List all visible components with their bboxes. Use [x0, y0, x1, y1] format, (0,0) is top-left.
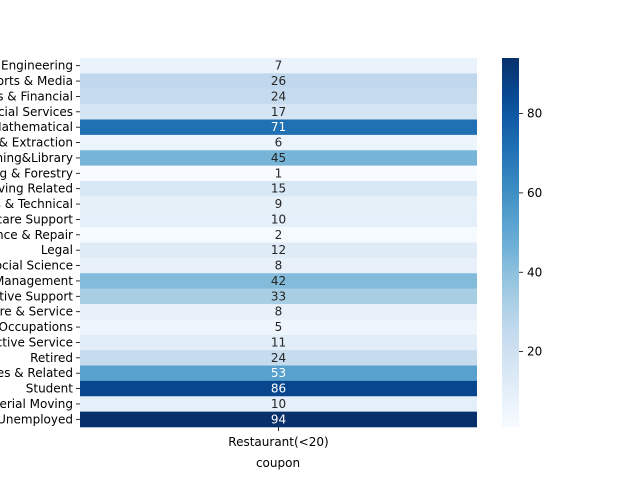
cell-value-label: 6 [275, 136, 283, 150]
y-tick-label: Business & Financial [0, 89, 73, 103]
heatmap-cell [80, 73, 477, 90]
heatmap-cell [80, 257, 477, 274]
heatmap-cell [80, 181, 477, 197]
y-tick-label: Production Occupations [0, 320, 73, 334]
cell-value-label: 11 [271, 335, 286, 349]
cell-value-label: 15 [271, 182, 286, 196]
y-tick-label: Life Physical Social Science [0, 259, 73, 273]
y-tick-label: Construction & Extraction [0, 136, 73, 150]
heatmap-cell [80, 304, 477, 320]
cell-value-label: 26 [271, 74, 286, 88]
y-tick-label: Protective Service [0, 335, 73, 349]
y-tick-label: Healthcare Support [0, 212, 73, 226]
y-tick-label: Sales & Related [0, 366, 73, 380]
colorbar: 20 40 60 80 [502, 58, 542, 427]
y-tick-label: Education&Training&Library [0, 151, 73, 165]
heatmap-cell [80, 396, 477, 412]
y-tick-label: Personal Care & Service [0, 305, 73, 319]
cell-value-label: 42 [271, 274, 286, 288]
heatmap-cell [80, 273, 477, 289]
heatmap-cell [80, 211, 477, 228]
y-tick-label: Student [26, 382, 74, 396]
cell-value-label: 1 [275, 166, 283, 180]
heatmap-cell [80, 288, 477, 305]
cell-value-label: 71 [271, 120, 286, 134]
heatmap-cell [80, 227, 477, 243]
y-tick-label: Farming Fishing & Forestry [0, 166, 73, 180]
cell-value-label: 17 [271, 105, 286, 119]
heatmap-cell [80, 380, 477, 397]
y-tick-label: Office & Administrative Support [0, 289, 73, 303]
y-tick-label: Retired [30, 351, 73, 365]
cell-value-label: 8 [275, 305, 283, 319]
colorbar-gradient [502, 58, 519, 427]
cell-value-label: 2 [275, 228, 283, 242]
heatmap-cell [80, 365, 477, 382]
y-tick-label: Community & Social Services [0, 105, 73, 119]
heatmap-cell [80, 58, 477, 74]
heatmap-cell [80, 242, 477, 259]
heatmap-cell [80, 134, 477, 151]
heatmap-cell [80, 334, 477, 351]
y-tick-label: Installation Maintenance & Repair [0, 228, 73, 242]
heatmap-cell [80, 411, 477, 428]
cell-value-label: 33 [271, 289, 286, 303]
heatmap-cell [80, 165, 477, 182]
colorbar-tick-label: 20 [527, 345, 542, 359]
y-axis-ticks: Architecture & EngineeringArts Design En… [0, 59, 80, 426]
heatmap-cell [80, 319, 477, 336]
y-tick-label: Arts Design Entertainment Sports & Media [0, 74, 73, 88]
y-tick-label: Computer & Mathematical [0, 120, 73, 134]
cell-value-label: 7 [275, 59, 283, 73]
heatmap-cell [80, 119, 477, 136]
heatmap-cells [80, 58, 477, 428]
cell-value-label: 94 [271, 412, 286, 426]
y-tick-label: Architecture & Engineering [0, 59, 73, 73]
colorbar-tick-label: 60 [527, 186, 542, 200]
y-tick-label: Unemployed [0, 412, 73, 426]
x-axis-label: coupon [256, 456, 300, 470]
cell-value-label: 86 [271, 382, 286, 396]
cell-value-label: 10 [271, 212, 286, 226]
cell-value-label: 5 [275, 320, 283, 334]
y-tick-label: Management [0, 274, 73, 288]
y-tick-label: Food Preparation & Serving Related [0, 182, 73, 196]
heatmap-cell [80, 196, 477, 213]
heatmap-cell [80, 150, 477, 166]
heatmap-cell [80, 104, 477, 120]
colorbar-tick-label: 80 [527, 107, 542, 121]
heatmap-cell [80, 350, 477, 366]
cell-value-label: 45 [271, 151, 286, 165]
cell-value-label: 24 [271, 89, 286, 103]
cell-value-label: 53 [271, 366, 286, 380]
cell-value-label: 24 [271, 351, 286, 365]
cell-value-label: 8 [275, 259, 283, 273]
x-tick-label: Restaurant(<20) [228, 435, 328, 449]
heatmap-cell [80, 88, 477, 105]
cell-value-label: 12 [271, 243, 286, 257]
x-axis-ticks: Restaurant(<20) [228, 427, 329, 449]
cell-value-label: 9 [275, 197, 283, 211]
cell-value-label: 10 [271, 397, 286, 411]
y-tick-label: Transportation & Material Moving [0, 397, 73, 411]
colorbar-tick-label: 40 [527, 265, 542, 279]
y-tick-label: Healthcare Practitioners & Technical [0, 197, 73, 211]
y-tick-label: Legal [41, 243, 73, 257]
